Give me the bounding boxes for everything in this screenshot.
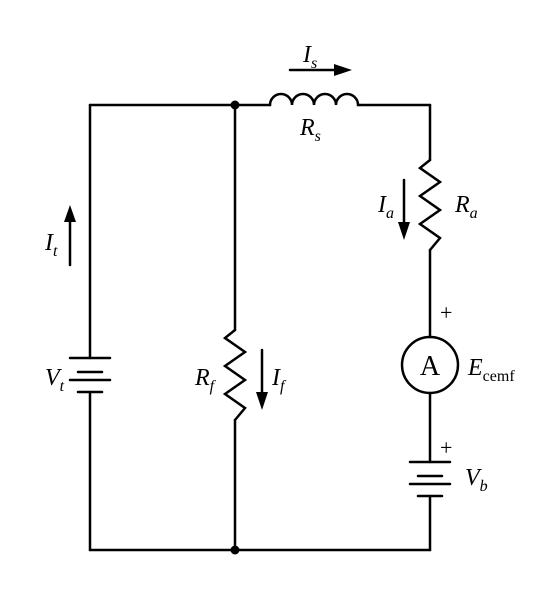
ecemf-label: Ecemf bbox=[467, 355, 515, 385]
if-label: If bbox=[271, 365, 287, 395]
current-it-arrow bbox=[64, 205, 76, 265]
battery-vb bbox=[410, 462, 450, 496]
armature-plus-top: + bbox=[440, 300, 452, 325]
resistor-ra bbox=[420, 160, 440, 250]
current-ia-arrow bbox=[398, 180, 410, 240]
circuit-diagram: Vt It Rs Is Rf If Ra Ia + A Ece bbox=[0, 0, 549, 600]
armature-symbol: A bbox=[420, 351, 441, 382]
current-if-arrow bbox=[256, 350, 268, 410]
rs-label: Rs bbox=[299, 115, 321, 145]
ra-label: Ra bbox=[454, 192, 478, 222]
inductor-rs bbox=[270, 94, 360, 105]
is-label: Is bbox=[302, 42, 317, 72]
ia-label: Ia bbox=[377, 192, 394, 222]
vt-label: Vt bbox=[45, 365, 65, 395]
battery-vt bbox=[70, 358, 110, 392]
resistor-rf bbox=[225, 330, 245, 420]
it-label: It bbox=[44, 230, 58, 260]
current-is-arrow bbox=[290, 64, 352, 76]
rf-label: Rf bbox=[194, 365, 217, 395]
vb-label: Vb bbox=[465, 465, 488, 495]
vb-plus: + bbox=[440, 435, 452, 460]
